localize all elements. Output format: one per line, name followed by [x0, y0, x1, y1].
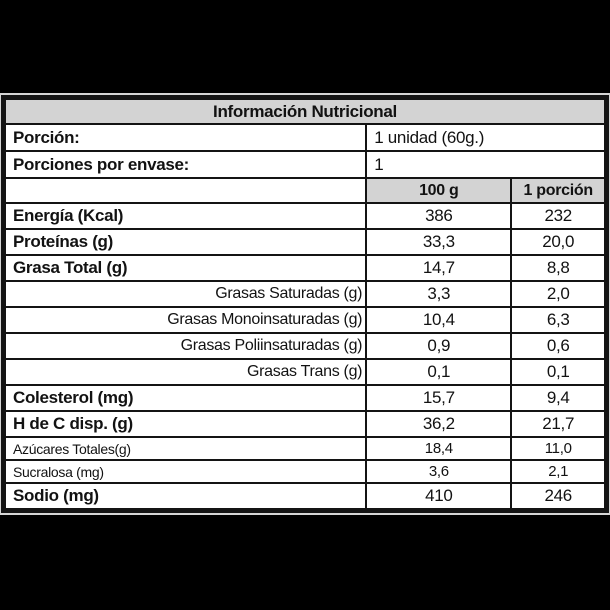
table-row-sodio: Sodio (mg) 410 246: [3, 482, 606, 510]
table-row-colesterol: Colesterol (mg) 15,7 9,4: [3, 384, 606, 412]
row-label: Proteínas (g): [3, 228, 368, 256]
empty-cell: [3, 177, 368, 204]
row-value-100g: 0,1: [365, 358, 513, 386]
row-label: Sodio (mg): [3, 482, 368, 510]
row-value-100g: 14,7: [365, 254, 513, 282]
row-value-porcion: 6,3: [510, 306, 606, 334]
table-row-sucralosa: Sucralosa (mg) 3,6 2,1: [3, 459, 606, 484]
row-label: Grasas Saturadas (g): [3, 280, 368, 308]
table-row-h-de-c-disp: H de C disp. (g) 36,2 21,7: [3, 410, 606, 438]
row-value-porcion: 9,4: [510, 384, 606, 412]
table-row-grasas-trans: Grasas Trans (g) 0,1 0,1: [3, 358, 606, 386]
row-value-porcion: 2,1: [510, 459, 606, 484]
row-label: Colesterol (mg): [3, 384, 368, 412]
row-label: Grasas Monoinsaturadas (g): [3, 306, 368, 334]
row-value-porcion: 11,0: [510, 436, 606, 461]
row-value-100g: 18,4: [365, 436, 513, 461]
row-value-100g: 33,3: [365, 228, 513, 256]
row-value-porcion: 20,0: [510, 228, 606, 256]
row-label: Sucralosa (mg): [3, 459, 368, 484]
serving-size-value: 1 unidad (60g.): [365, 123, 606, 152]
table-row-energia: Energía (Kcal) 386 232: [3, 202, 606, 230]
row-label: Grasas Trans (g): [3, 358, 368, 386]
row-value-porcion: 246: [510, 482, 606, 510]
row-value-100g: 10,4: [365, 306, 513, 334]
servings-per-container-label: Porciones por envase:: [3, 150, 368, 179]
serving-size-row: Porción: 1 unidad (60g.): [3, 123, 606, 152]
row-value-100g: 36,2: [365, 410, 513, 438]
row-value-100g: 3,3: [365, 280, 513, 308]
row-value-porcion: 0,1: [510, 358, 606, 386]
row-value-100g: 386: [365, 202, 513, 230]
row-value-100g: 0,9: [365, 332, 513, 360]
servings-per-container-value: 1: [365, 150, 606, 179]
column-header-row: 100 g 1 porción: [3, 177, 606, 204]
nutrition-facts-panel: Información Nutricional Porción: 1 unida…: [1, 95, 609, 513]
table-title: Información Nutricional: [4, 98, 606, 125]
table-row-azucares-totales: Azúcares Totales(g) 18,4 11,0: [3, 436, 606, 461]
row-value-porcion: 21,7: [510, 410, 606, 438]
servings-per-container-row: Porciones por envase: 1: [3, 150, 606, 179]
table-row-grasa-total: Grasa Total (g) 14,7 8,8: [3, 254, 606, 282]
table-row-grasas-monoinsaturadas: Grasas Monoinsaturadas (g) 10,4 6,3: [3, 306, 606, 334]
row-value-porcion: 232: [510, 202, 606, 230]
row-value-porcion: 2,0: [510, 280, 606, 308]
row-value-100g: 3,6: [365, 459, 513, 484]
column-header-100g: 100 g: [365, 177, 513, 204]
nutrition-facts-table: Información Nutricional Porción: 1 unida…: [3, 98, 606, 510]
serving-size-label: Porción:: [3, 123, 368, 152]
row-label: Azúcares Totales(g): [3, 436, 368, 461]
row-label: Grasa Total (g): [3, 254, 368, 282]
table-row-grasas-poliinsaturadas: Grasas Poliinsaturadas (g) 0,9 0,6: [3, 332, 606, 360]
table-row-grasas-saturadas: Grasas Saturadas (g) 3,3 2,0: [3, 280, 606, 308]
row-value-100g: 410: [365, 482, 513, 510]
row-value-100g: 15,7: [365, 384, 513, 412]
table-title-row: Información Nutricional: [4, 98, 606, 125]
row-label: H de C disp. (g): [3, 410, 368, 438]
row-value-porcion: 8,8: [510, 254, 606, 282]
table-row-proteinas: Proteínas (g) 33,3 20,0: [3, 228, 606, 256]
column-header-porcion: 1 porción: [510, 177, 606, 204]
row-label: Energía (Kcal): [3, 202, 368, 230]
row-label: Grasas Poliinsaturadas (g): [3, 332, 368, 360]
row-value-porcion: 0,6: [510, 332, 606, 360]
